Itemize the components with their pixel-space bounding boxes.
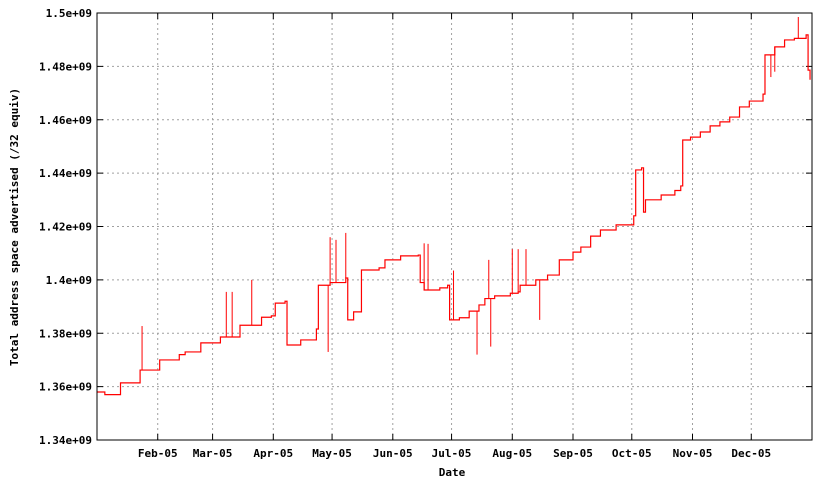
y-tick-label: 1.46e+09 xyxy=(39,114,92,127)
series-line xyxy=(97,34,811,396)
y-tick-label: 1.38e+09 xyxy=(39,327,92,340)
y-axis-label: Total address space advertised (/32 equi… xyxy=(8,88,21,366)
x-tick-label: Jun-05 xyxy=(373,447,413,460)
series xyxy=(97,17,811,396)
x-tick-label: Feb-05 xyxy=(138,447,178,460)
y-tick-label: 1.4e+09 xyxy=(46,274,92,287)
grid xyxy=(97,13,812,440)
x-axis-label: Date xyxy=(439,466,466,479)
x-tick-label: May-05 xyxy=(312,447,352,460)
ticks: 1.34e+09 1.36e+09 1.38e+09 1.4e+09 1.42e+09 1… xyxy=(39,7,812,460)
y-tick-label: 1.42e+09 xyxy=(39,221,92,234)
x-tick-label: Nov-05 xyxy=(673,447,713,460)
x-tick-label: Dec-05 xyxy=(731,447,771,460)
x-tick-label: Jul-05 xyxy=(432,447,472,460)
y-tick-label: 1.48e+09 xyxy=(39,60,92,73)
y-tick-label: 1.34e+09 xyxy=(39,434,92,447)
x-tick-label: Aug-05 xyxy=(492,447,532,460)
y-tick-label: 1.36e+09 xyxy=(39,381,92,394)
plot-border xyxy=(96,12,813,441)
y-tick-label: 1.44e+09 xyxy=(39,167,92,180)
x-tick-label: Oct-05 xyxy=(612,447,652,460)
x-tick-label: Mar-05 xyxy=(193,447,233,460)
y-tick-label: 1.5e+09 xyxy=(46,7,92,20)
x-tick-label: Sep-05 xyxy=(553,447,593,460)
x-tick-label: Apr-05 xyxy=(253,447,293,460)
